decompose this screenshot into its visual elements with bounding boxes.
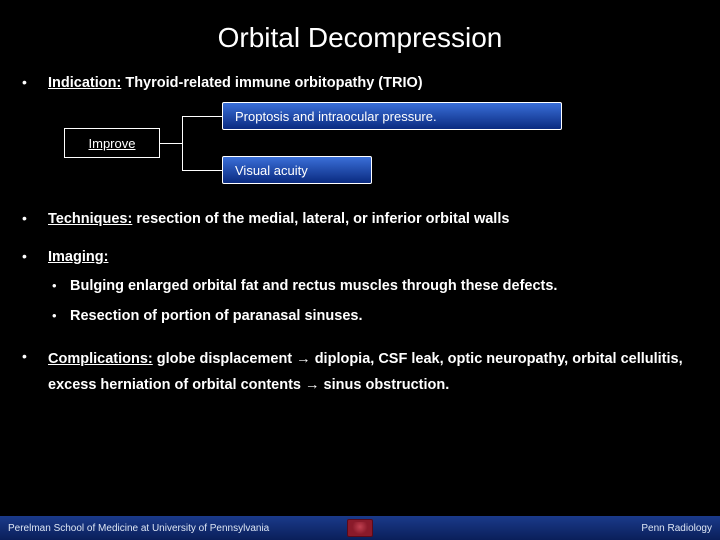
connector-line xyxy=(182,116,222,117)
footer-bar: Perelman School of Medicine at Universit… xyxy=(0,516,720,540)
complications-p3: sinus obstruction. xyxy=(320,377,450,393)
bullet-icon: • xyxy=(48,306,70,326)
diagram-box-acuity: Visual acuity xyxy=(222,156,372,184)
bullet-icon: • xyxy=(48,276,70,296)
list-item: • Resection of portion of paranasal sinu… xyxy=(48,306,698,326)
techniques-text: Techniques: resection of the medial, lat… xyxy=(48,208,509,230)
complications-label: Complications: xyxy=(48,351,153,367)
imaging-row: • Imaging: xyxy=(22,246,698,268)
bullet-icon: • xyxy=(22,346,48,366)
complications-text: Complications: globe displacement → dipl… xyxy=(48,346,698,398)
techniques-label: Techniques: xyxy=(48,211,132,227)
imaging-subitems: • Bulging enlarged orbital fat and rectu… xyxy=(48,276,698,326)
bullet-icon: • xyxy=(22,72,48,92)
footer-left-text: Perelman School of Medicine at Universit… xyxy=(8,523,339,534)
indication-label: Indication: xyxy=(48,75,121,91)
indication-row: • Indication: Thyroid-related immune orb… xyxy=(22,72,698,94)
imaging-item-1: Bulging enlarged orbital fat and rectus … xyxy=(70,276,557,296)
arrow-icon: → xyxy=(296,351,311,367)
diagram-box-proptosis: Proptosis and intraocular pressure. xyxy=(222,102,562,130)
imaging-label: Imaging: xyxy=(48,249,108,265)
bullet-icon: • xyxy=(22,208,48,228)
bullet-icon: • xyxy=(22,246,48,266)
indication-body: Thyroid-related immune orbitopathy (TRIO… xyxy=(125,75,422,91)
improve-box: Improve xyxy=(64,128,160,158)
arrow-icon: → xyxy=(305,377,320,393)
complications-p1: globe displacement xyxy=(157,351,296,367)
connector-line xyxy=(182,170,222,171)
improve-diagram: Improve Proptosis and intraocular pressu… xyxy=(22,102,698,192)
imaging-item-2: Resection of portion of paranasal sinuse… xyxy=(70,306,362,326)
list-item: • Bulging enlarged orbital fat and rectu… xyxy=(48,276,698,296)
complications-row: • Complications: globe displacement → di… xyxy=(22,346,698,398)
indication-text: Indication: Thyroid-related immune orbit… xyxy=(48,72,423,94)
techniques-body: resection of the medial, lateral, or inf… xyxy=(136,211,509,227)
connector-line xyxy=(182,116,183,170)
footer-right-text: Penn Radiology xyxy=(381,523,712,534)
slide-content: • Indication: Thyroid-related immune orb… xyxy=(0,72,720,398)
connector-line xyxy=(160,143,182,144)
slide-title: Orbital Decompression xyxy=(0,0,720,72)
penn-shield-icon xyxy=(347,519,373,537)
imaging-text: Imaging: xyxy=(48,246,108,268)
techniques-row: • Techniques: resection of the medial, l… xyxy=(22,208,698,230)
